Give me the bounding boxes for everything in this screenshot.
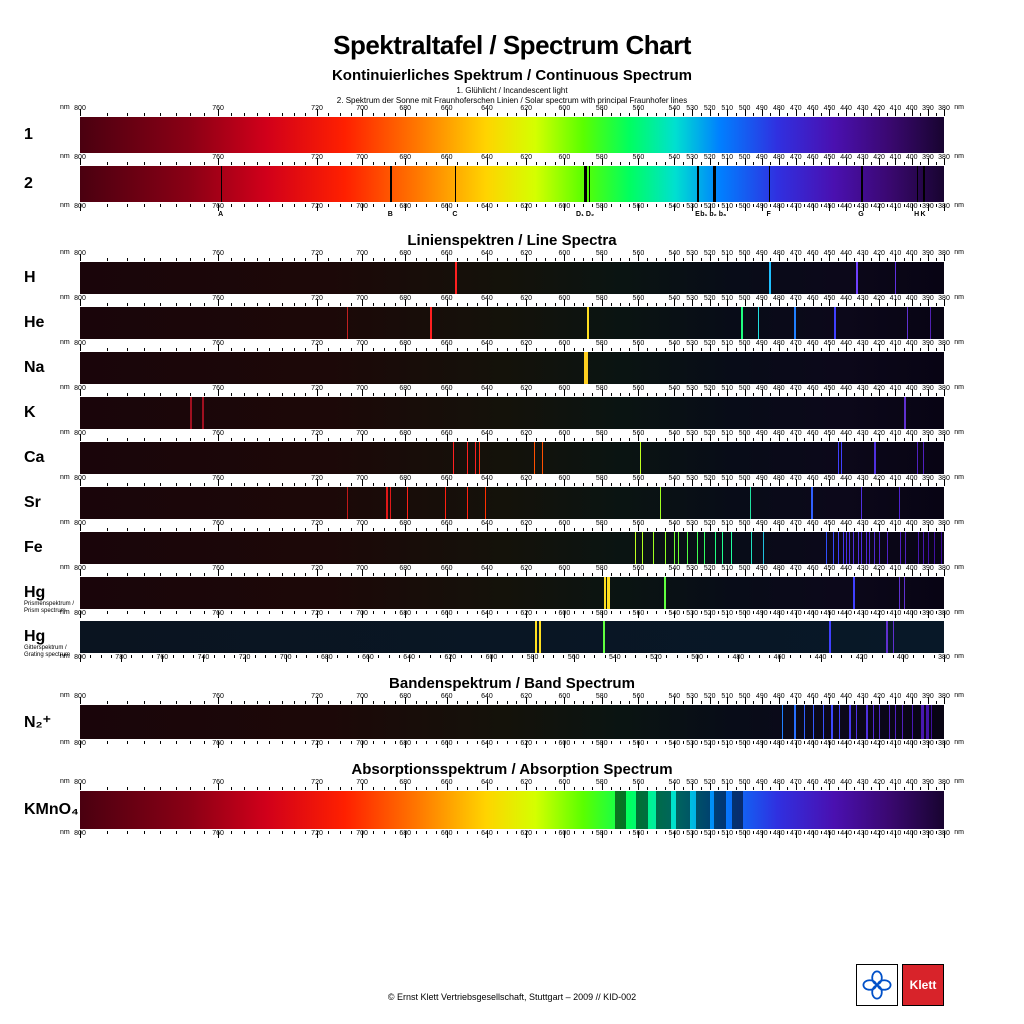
element-label: Fe — [24, 539, 74, 557]
element-label: 2 — [24, 175, 74, 193]
chart-title: Spektraltafel / Spectrum Chart — [80, 30, 944, 61]
wavelength-scale: nmnm800760720700680660640620600580560540… — [80, 386, 944, 396]
spectrum-band — [80, 532, 944, 564]
spectrum-row: K — [80, 397, 944, 429]
spectrum-row: Na — [80, 352, 944, 384]
spectrum-band — [80, 442, 944, 474]
publisher-logos: Klett — [856, 964, 944, 1006]
spectrum-band — [80, 577, 944, 609]
wavelength-scale: nmnm800760720700680660640620600580560540… — [80, 566, 944, 576]
spectrum-row: Ca — [80, 442, 944, 474]
clover-icon — [856, 964, 898, 1006]
wavelength-scale: nmnm800760720700680660640620600580560540… — [80, 611, 944, 621]
spectrum-band — [80, 705, 944, 739]
element-label: He — [24, 314, 74, 332]
spectrum-band — [80, 791, 944, 829]
element-label: Hg — [24, 584, 74, 602]
spectrum-band — [80, 262, 944, 294]
wavelength-scale: nmnm800760720700680660640620600580560540… — [80, 780, 944, 790]
wavelength-scale: nmnm800760720700680660640620600580560540… — [80, 694, 944, 704]
wavelength-scale: nmnm800760720700680660640620600580560540… — [80, 106, 944, 116]
wavelength-scale: nmnm800760720700680660640620600580560540… — [80, 204, 944, 222]
spectrum-band — [80, 487, 944, 519]
element-label: KMnO₄ — [24, 801, 74, 819]
subtitle-2: 2. Spektrum der Sonne mit Fraunhofersche… — [80, 96, 944, 105]
spectrum-band — [80, 166, 944, 202]
klett-logo: Klett — [902, 964, 944, 1006]
spectrum-row: 1 — [80, 117, 944, 153]
element-label: N₂⁺ — [24, 712, 74, 732]
element-label: Sr — [24, 494, 74, 512]
element-label: 1 — [24, 126, 74, 144]
wavelength-scale: nmnm800760720700680660640620600580560540… — [80, 431, 944, 441]
spectrum-row: H — [80, 262, 944, 294]
spectrum-band — [80, 117, 944, 153]
section-continuous-title: Kontinuierliches Spektrum / Continuous S… — [80, 67, 944, 84]
element-label: Ca — [24, 449, 74, 467]
wavelength-scale: nmnm800760720700680660640620600580560540… — [80, 155, 944, 165]
wavelength-scale: nmnm800760720700680660640620600580560540… — [80, 251, 944, 261]
spectrum-band — [80, 352, 944, 384]
wavelength-scale: nmnm800760720700680660640620600580560540… — [80, 341, 944, 351]
spectrum-row: HgPrismenspektrum / Prism spectrum — [80, 577, 944, 609]
spectrum-row: HgGitterspektrum / Grating spectrum — [80, 621, 944, 653]
wavelength-scale: nmnm800780760740720700680660640620600580… — [80, 655, 944, 665]
spectrum-row: Fe — [80, 532, 944, 564]
element-label: Hg — [24, 628, 74, 646]
subtitle-1: 1. Glühlicht / Incandescent light — [80, 86, 944, 95]
section-line-title: Linienspektren / Line Spectra — [80, 232, 944, 249]
spectrum-row: 2 — [80, 166, 944, 202]
wavelength-scale: nmnm800760720700680660640620600580560540… — [80, 476, 944, 486]
wavelength-scale: nmnm800760720700680660640620600580560540… — [80, 831, 944, 841]
spectrum-band — [80, 307, 944, 339]
element-label: K — [24, 404, 74, 422]
spectrum-band — [80, 397, 944, 429]
wavelength-scale: nmnm800760720700680660640620600580560540… — [80, 521, 944, 531]
wavelength-scale: nmnm800760720700680660640620600580560540… — [80, 296, 944, 306]
spectrum-row: N₂⁺ — [80, 705, 944, 739]
wavelength-scale: nmnm800760720700680660640620600580560540… — [80, 741, 944, 751]
section-absorption-title: Absorptionsspektrum / Absorption Spectru… — [80, 761, 944, 778]
element-label: Na — [24, 359, 74, 377]
element-label: H — [24, 269, 74, 287]
spectrum-band — [80, 621, 944, 653]
spectrum-row: He — [80, 307, 944, 339]
spectrum-row: KMnO₄ — [80, 791, 944, 829]
spectrum-row: Sr — [80, 487, 944, 519]
section-band-title: Bandenspektrum / Band Spectrum — [80, 675, 944, 692]
